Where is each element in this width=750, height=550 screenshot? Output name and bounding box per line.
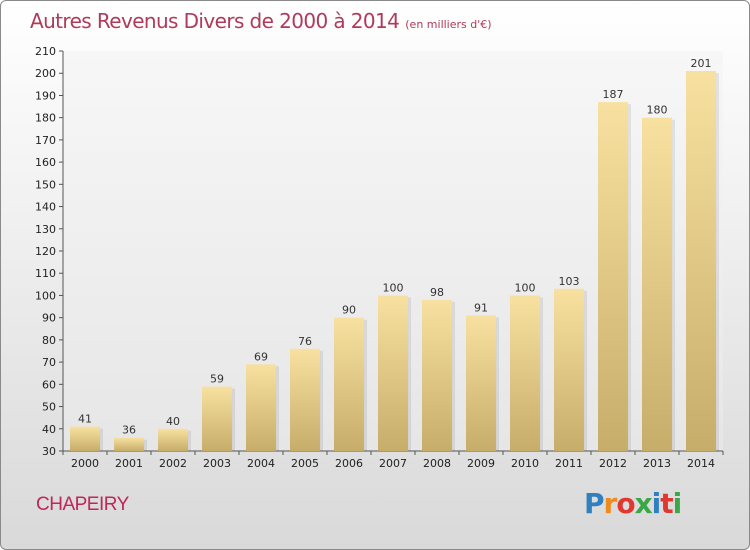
y-tick-label: 60: [42, 378, 56, 391]
x-tick-label: 2009: [467, 457, 495, 470]
proxiti-logo-letter: P: [584, 487, 605, 520]
bar: [686, 71, 716, 451]
data-label: 69: [254, 350, 268, 363]
bar: [290, 348, 320, 451]
x-tick-label: 2001: [115, 457, 143, 470]
bar: [70, 426, 100, 451]
bar: [202, 386, 232, 451]
y-tick-label: 200: [35, 67, 56, 80]
proxiti-logo-letter: x: [634, 487, 653, 520]
bar: [158, 428, 188, 451]
chart-title-unit: (en milliers d'€): [405, 18, 492, 31]
y-tick-label: 120: [35, 245, 56, 258]
x-tick-label: 2004: [247, 457, 275, 470]
x-tick-label: 2008: [423, 457, 451, 470]
y-tick-label: 50: [42, 401, 56, 414]
y-tick-label: 190: [35, 89, 56, 102]
bar: [642, 117, 672, 452]
data-label: 41: [78, 413, 92, 426]
x-tick-label: 2000: [71, 457, 99, 470]
y-tick-label: 30: [42, 445, 56, 458]
y-tick-label: 210: [35, 45, 56, 58]
chart-title: Autres Revenus Divers de 2000 à 2014 (en …: [30, 9, 492, 33]
proxiti-logo-letter: r: [603, 487, 618, 520]
bars-layer: [70, 71, 719, 452]
x-tick-label: 2007: [379, 457, 407, 470]
data-label: 187: [603, 88, 624, 101]
bar: [334, 317, 364, 451]
y-tick-label: 150: [35, 178, 56, 191]
bar: [422, 299, 452, 451]
commune-name: CHAPEIRY: [36, 494, 129, 515]
data-label: 98: [430, 286, 444, 299]
data-label: 90: [342, 304, 356, 317]
x-tick-label: 2003: [203, 457, 231, 470]
bar: [554, 288, 584, 451]
bar: [114, 437, 144, 451]
data-label: 91: [474, 301, 488, 314]
chart-title-main: Autres Revenus Divers de 2000 à 2014: [30, 9, 400, 33]
x-tick-label: 2013: [643, 457, 671, 470]
data-label: 59: [210, 373, 224, 386]
bar: [378, 295, 408, 451]
data-label: 103: [559, 275, 580, 288]
bar: [466, 315, 496, 451]
data-label: 40: [166, 415, 180, 428]
proxiti-logo: Proxiti: [584, 487, 683, 520]
bar: [246, 364, 276, 451]
y-tick-label: 110: [35, 267, 56, 280]
proxiti-logo-letter: i: [672, 487, 683, 520]
x-tick-label: 2011: [555, 457, 583, 470]
data-label: 76: [298, 335, 312, 348]
x-tick-label: 2014: [687, 457, 715, 470]
x-tick-label: 2002: [159, 457, 187, 470]
y-tick-label: 180: [35, 112, 56, 125]
x-tick-label: 2010: [511, 457, 539, 470]
y-tick-label: 80: [42, 334, 56, 347]
proxiti-logo-letter: o: [616, 487, 635, 520]
proxiti-logo-letter: t: [660, 487, 673, 520]
bar: [510, 295, 540, 451]
y-tick-label: 100: [35, 289, 56, 302]
y-tick-label: 170: [35, 134, 56, 147]
y-tick-label: 140: [35, 201, 56, 214]
data-label: 36: [122, 424, 136, 437]
data-label: 100: [383, 281, 404, 294]
labels-layer: 2000 41 2001 36 2002 40 2003 59 2004 69 2005 76 2006…: [71, 57, 715, 470]
y-tick-label: 40: [42, 423, 56, 436]
data-label: 180: [647, 104, 668, 117]
data-label: 201: [691, 57, 712, 70]
x-tick-label: 2006: [335, 457, 363, 470]
data-label: 100: [515, 281, 536, 294]
y-tick-label: 160: [35, 156, 56, 169]
bar: [598, 102, 628, 451]
y-tick-label: 70: [42, 356, 56, 369]
x-tick-label: 2005: [291, 457, 319, 470]
x-tick-label: 2012: [599, 457, 627, 470]
y-tick-label: 130: [35, 223, 56, 236]
y-tick-label: 90: [42, 312, 56, 325]
proxiti-logo-letter: i: [651, 487, 662, 520]
